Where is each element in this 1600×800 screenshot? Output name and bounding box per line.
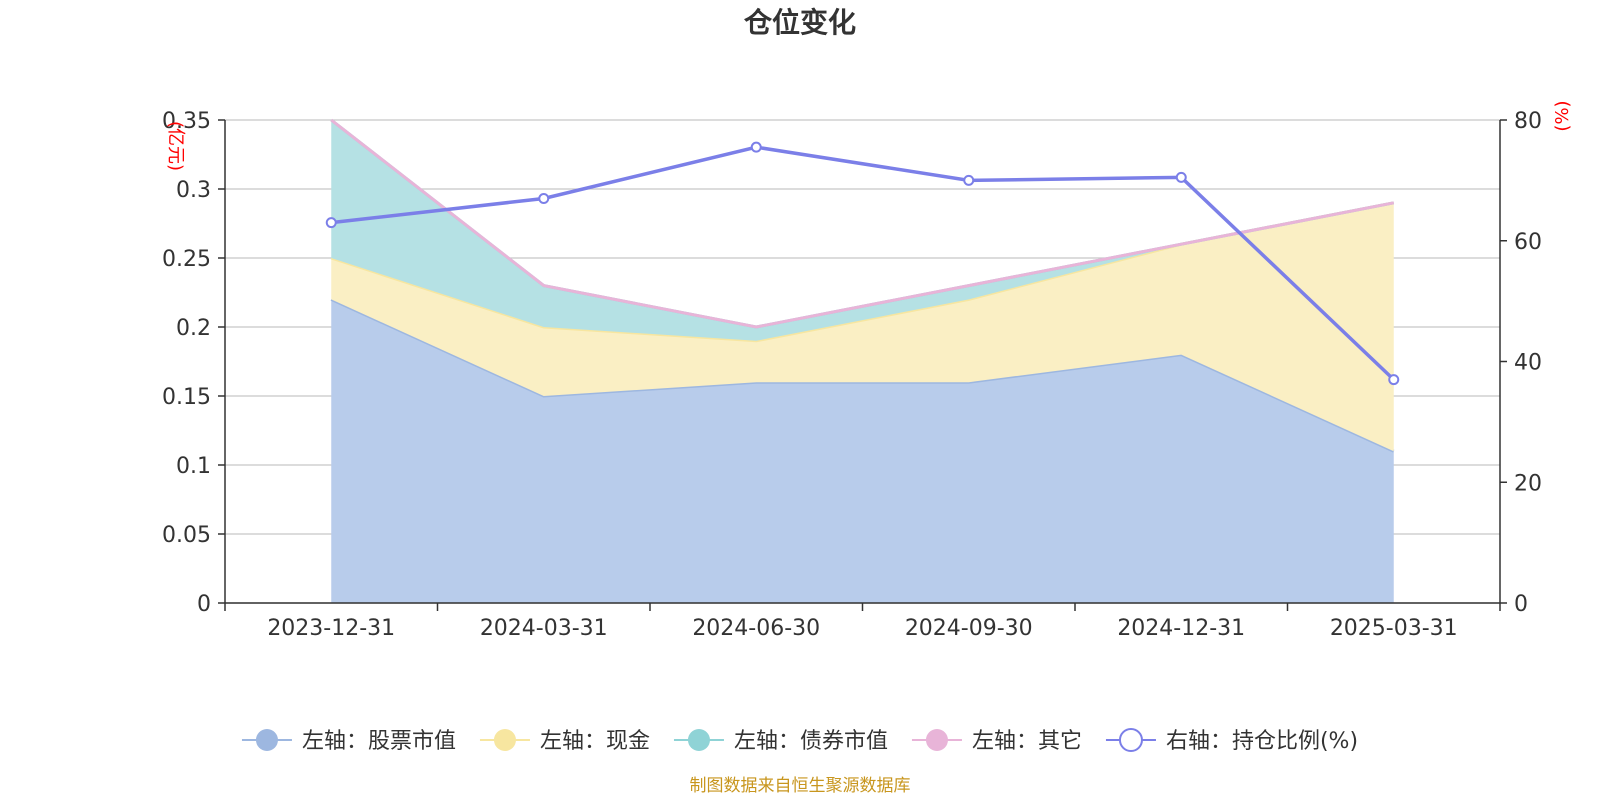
legend-item[interactable]: 右轴：持仓比例(%) bbox=[1105, 728, 1358, 754]
holding-ratio-point bbox=[963, 174, 975, 186]
x-axis-tick-label: 2025-03-31 bbox=[1330, 616, 1458, 641]
holding-ratio-point bbox=[538, 192, 550, 204]
holding-ratio-point bbox=[1175, 171, 1187, 183]
holding-ratio-point bbox=[1388, 374, 1400, 386]
x-axis-tick-label: 2024-03-31 bbox=[480, 616, 608, 641]
left-axis-tick-label: 0.05 bbox=[162, 523, 211, 548]
holding-ratio-line bbox=[331, 145, 1395, 381]
legend-label: 左轴：股票市值 bbox=[302, 729, 456, 754]
left-axis-unit: (亿元) bbox=[165, 121, 186, 171]
axes: 0 0.05 0.1 0.15 0.2 0.25 0.3 0.35 0 20 40 60 80 2023-… bbox=[162, 109, 1542, 641]
left-axis-tick-label: 0.35 bbox=[162, 109, 211, 134]
left-axis-tick-label: 0 bbox=[197, 592, 211, 617]
x-axis-tick-label: 2024-12-31 bbox=[1117, 616, 1245, 641]
right-axis-tick-label: 80 bbox=[1514, 109, 1542, 134]
area-0 bbox=[331, 299, 1394, 603]
x-axis-tick-label: 2024-06-30 bbox=[692, 616, 820, 641]
chart-title: 仓位变化 bbox=[744, 6, 856, 39]
right-axis-unit: (%) bbox=[1552, 100, 1573, 131]
right-axis-tick-label: 20 bbox=[1514, 471, 1542, 496]
legend-hollow-circle-icon bbox=[1118, 728, 1143, 752]
x-axis-tick-label: 2023-12-31 bbox=[267, 616, 395, 641]
legend-label: 左轴：其它 bbox=[972, 729, 1082, 754]
left-axis-tick-label: 0.2 bbox=[176, 316, 211, 341]
holding-ratio-point bbox=[750, 141, 762, 153]
legend-label: 左轴：现金 bbox=[540, 729, 650, 754]
left-axis-tick-label: 0.25 bbox=[162, 247, 211, 272]
area-series-layer bbox=[330, 118, 1395, 603]
right-axis-tick-label: 60 bbox=[1514, 230, 1542, 255]
legend-label: 左轴：债券市值 bbox=[734, 729, 888, 754]
legend-label: 右轴：持仓比例(%) bbox=[1166, 729, 1358, 754]
area-1 bbox=[331, 202, 1394, 452]
holding-ratio-point bbox=[325, 217, 337, 229]
left-axis-tick-label: 0.1 bbox=[176, 454, 211, 479]
source-note: 制图数据来自恒生聚源数据库 bbox=[690, 776, 911, 796]
legend-circle-icon bbox=[493, 729, 516, 751]
line-series-layer bbox=[325, 141, 1400, 386]
left-axis-tick-label: 0.3 bbox=[176, 178, 211, 203]
legend[interactable]: 左轴：股票市值 左轴：现金 左轴：债券市值 左轴：其它 右轴：持仓比例(%) bbox=[241, 728, 1358, 754]
legend-item[interactable]: 左轴：债券市值 bbox=[673, 729, 888, 754]
legend-circle-icon bbox=[687, 729, 710, 751]
legend-circle-icon bbox=[925, 729, 948, 751]
right-axis-tick-label: 40 bbox=[1514, 351, 1542, 376]
right-axis-tick-label: 0 bbox=[1514, 592, 1528, 617]
legend-circle-icon bbox=[255, 729, 278, 751]
x-axis-tick-label: 2024-09-30 bbox=[905, 616, 1033, 641]
left-axis-tick-label: 0.15 bbox=[162, 385, 211, 410]
area-edge-3 bbox=[330, 118, 1395, 329]
legend-item[interactable]: 左轴：现金 bbox=[479, 729, 650, 754]
legend-item[interactable]: 左轴：股票市值 bbox=[241, 729, 456, 754]
legend-item[interactable]: 左轴：其它 bbox=[911, 729, 1082, 754]
